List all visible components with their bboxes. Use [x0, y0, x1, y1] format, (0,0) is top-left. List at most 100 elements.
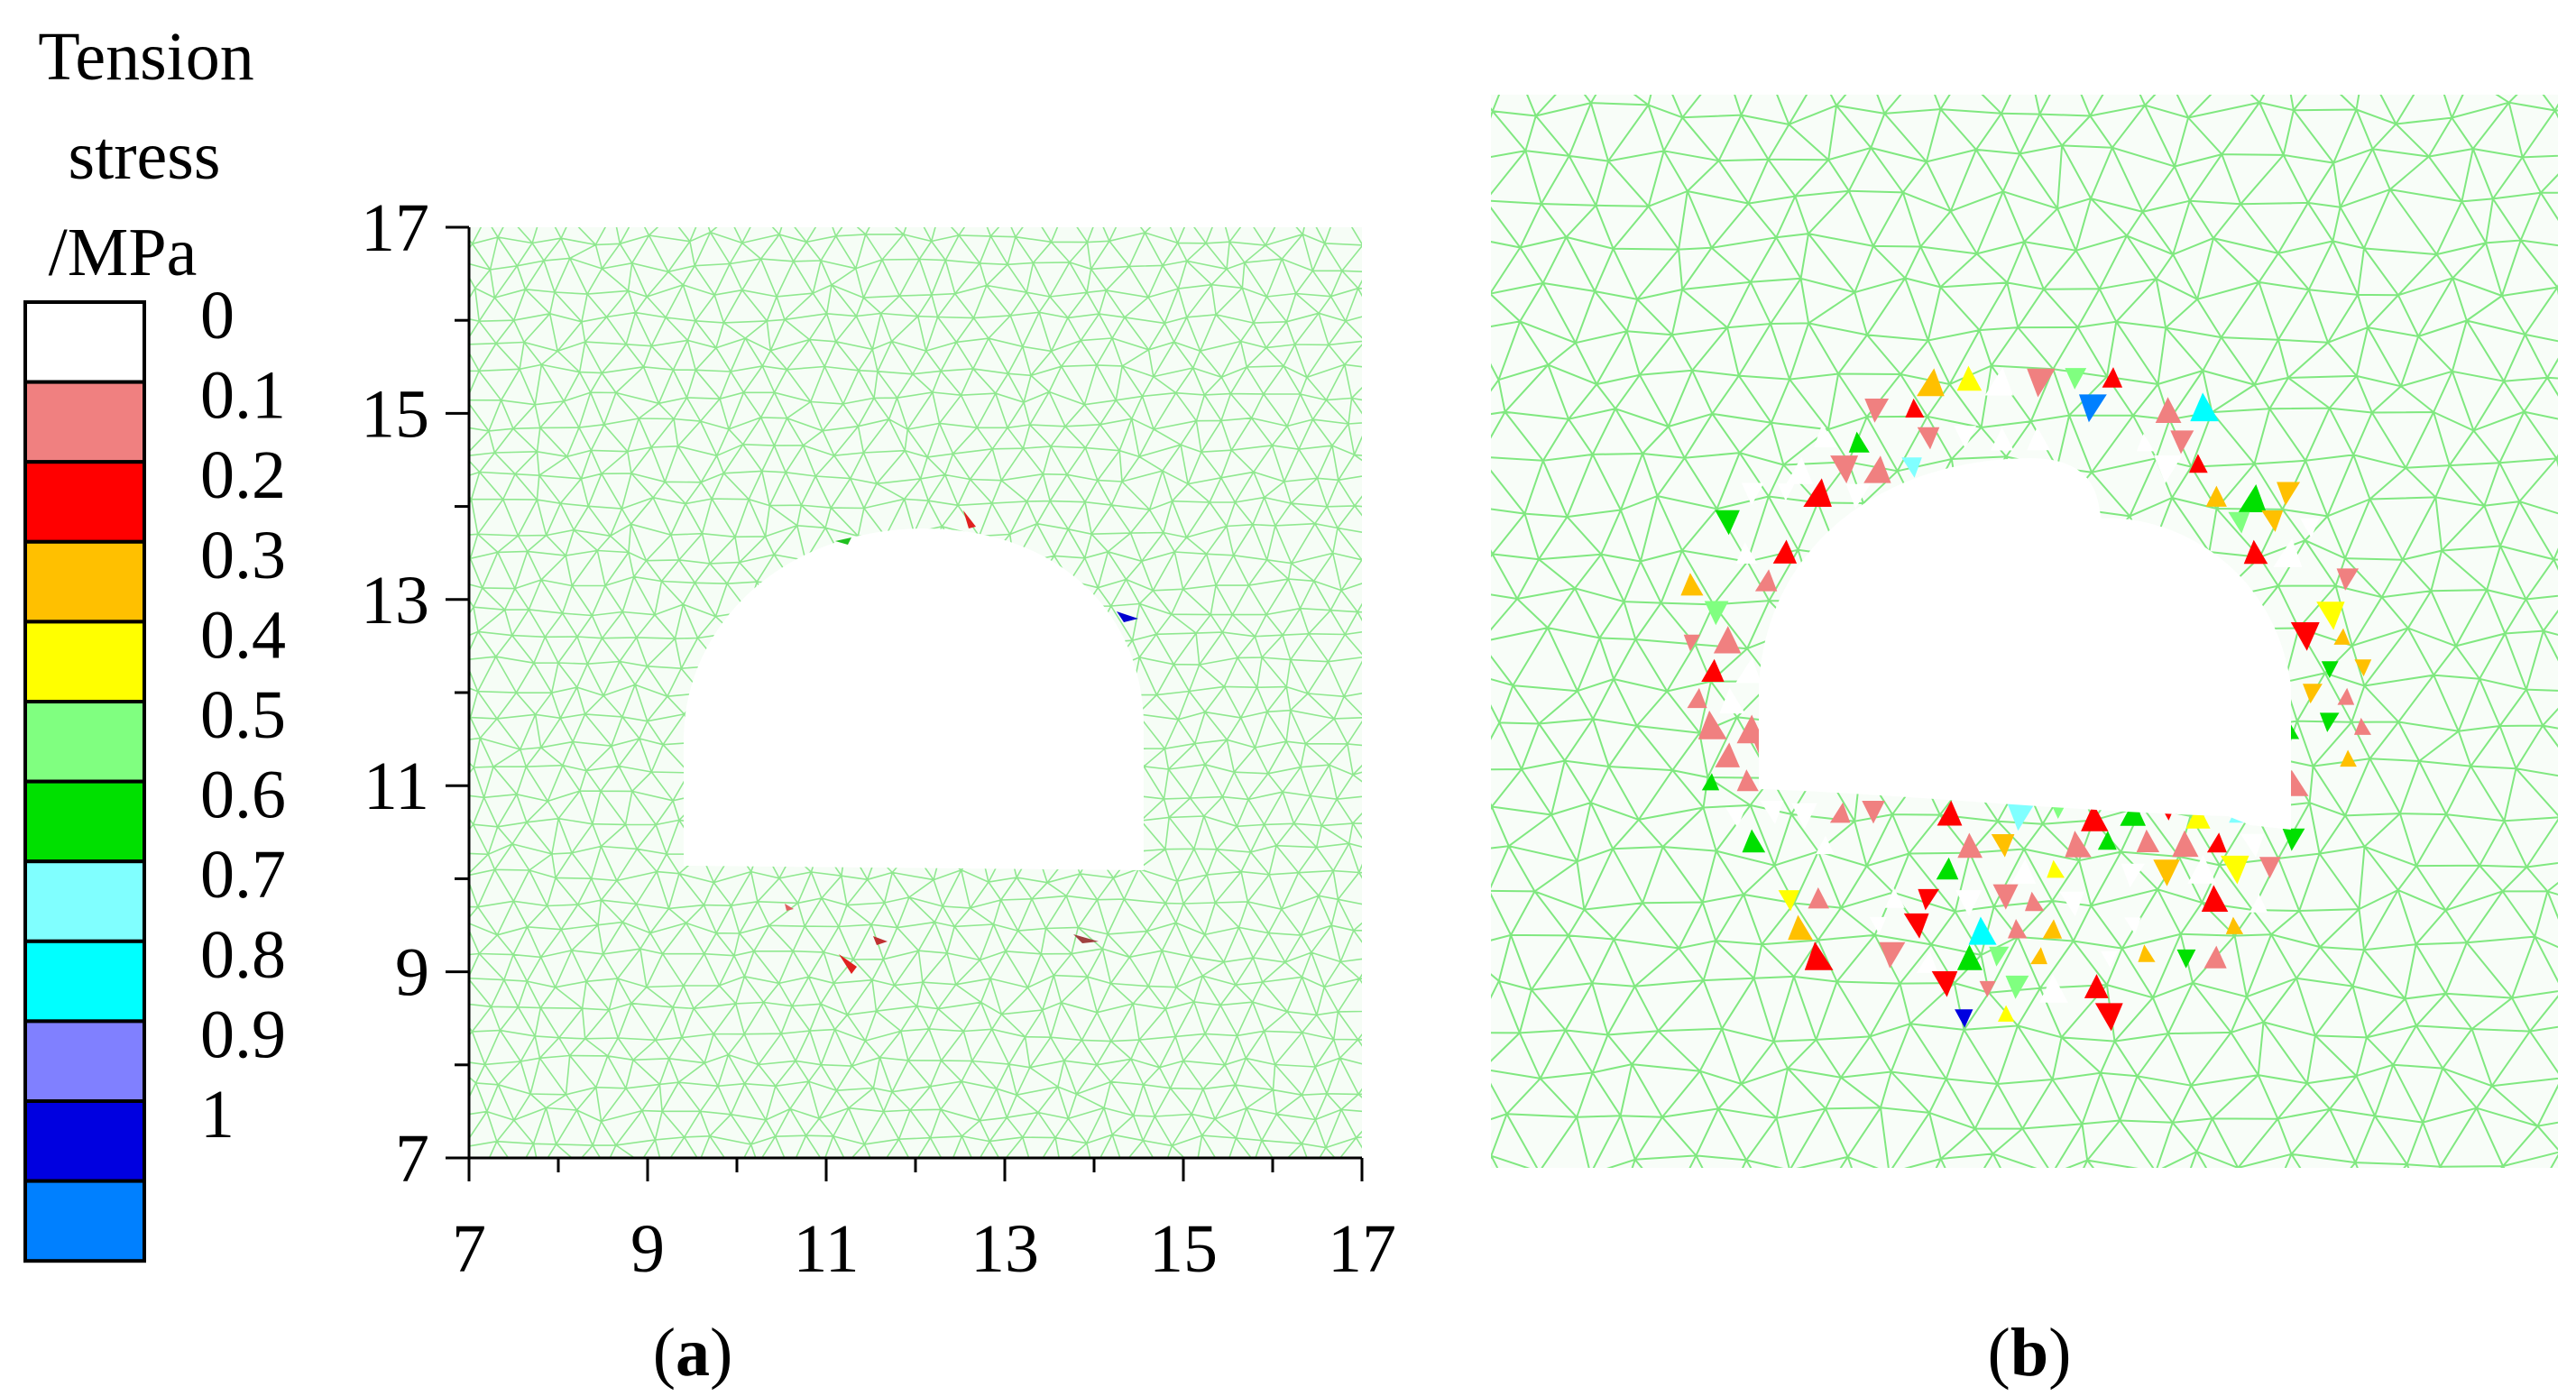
panel-a-y-tick-labels: 17 15 13 11 9 7 [361, 190, 429, 1197]
tension-element [1955, 890, 1983, 916]
tension-element [1869, 916, 1887, 934]
y-tick-label: 9 [395, 935, 429, 1011]
panel-a-x-tick-labels: 7 9 11 13 15 17 [452, 1211, 1396, 1287]
panel-a-tunnel-opening [684, 528, 1144, 870]
tension-element [1979, 980, 1996, 997]
tension-element [2170, 430, 2194, 455]
tension-element [963, 510, 976, 528]
legend-labels: 00.10.20.30.40.50.60.70.80.91 [200, 278, 286, 1153]
legend-label: 1 [200, 1077, 235, 1153]
panel-b-tension-elements [1680, 365, 2372, 1032]
tension-element [1956, 944, 1983, 970]
tension-element [1954, 426, 1977, 449]
tension-element [1936, 857, 1959, 880]
tension-element [1917, 427, 1940, 450]
legend-label: 0 [200, 278, 235, 354]
x-tick-label: 7 [452, 1211, 486, 1287]
tension-element [873, 936, 888, 945]
legend-label: 0.2 [200, 437, 286, 513]
tension-element [2101, 951, 2118, 969]
tension-element [1992, 884, 2019, 910]
tension-element [1931, 971, 1958, 997]
tension-element [2120, 800, 2146, 826]
legend-swatch [23, 1099, 146, 1183]
tension-element [2030, 947, 2047, 965]
tension-element [1984, 367, 2013, 396]
tension-element [2316, 602, 2345, 630]
panel-b-tunnel-opening [1759, 458, 2291, 830]
tension-element [1803, 478, 1832, 507]
tension-element [2042, 919, 2063, 939]
tension-element [2273, 538, 2303, 567]
tension-element [2201, 885, 2229, 912]
tension-element [1989, 946, 2010, 967]
tension-element [839, 954, 857, 974]
panel-b: (b) [1491, 95, 2558, 1391]
tension-element [2136, 433, 2155, 452]
tension-element [2340, 749, 2357, 767]
panel-a: 7 9 11 13 15 17 17 15 13 11 9 7 (a) [361, 190, 1396, 1391]
tension-element [2249, 894, 2268, 913]
tension-element [2005, 975, 2029, 999]
legend-swatch [23, 460, 146, 544]
tension-element [1736, 769, 1759, 792]
y-tick-label: 11 [363, 749, 429, 824]
legend-swatch [23, 700, 146, 784]
tension-element [1848, 431, 1870, 453]
tension-element [1918, 888, 1939, 911]
tension-element [1754, 569, 1778, 592]
tension-element [1683, 634, 1701, 652]
tension-element [785, 904, 794, 911]
tension-element [1864, 399, 1890, 423]
tension-element [2277, 482, 2301, 506]
legend-swatch [23, 1179, 146, 1263]
tension-element [1777, 483, 1795, 501]
tension-element [2025, 891, 2045, 912]
tension-element [2008, 919, 2028, 939]
tension-element [2354, 659, 2372, 677]
tension-element [1804, 941, 1834, 970]
tension-element [1808, 886, 1829, 909]
panel-b-caption: (b) [1988, 1315, 2072, 1391]
tension-element [2153, 859, 2180, 886]
panel-a-tension-elements [785, 510, 1138, 974]
tension-element [2007, 804, 2035, 831]
tension-element [1772, 539, 1798, 564]
tension-element [1697, 710, 1727, 739]
tension-element [2065, 368, 2087, 390]
tension-element [2176, 949, 2196, 969]
tension-element [2303, 684, 2323, 704]
tension-element [2290, 622, 2320, 651]
legend-swatch [23, 859, 146, 943]
tension-element [1760, 800, 1784, 824]
y-tick-label: 15 [361, 376, 429, 452]
tension-element [2047, 859, 2065, 878]
tension-element [2059, 891, 2084, 917]
tension-element [2172, 830, 2199, 858]
tension-element [2187, 855, 2217, 884]
legend-swatch [23, 300, 146, 384]
legend-swatch [23, 380, 146, 464]
tension-element [2138, 944, 2156, 962]
tension-element [2121, 863, 2145, 887]
tension-element [2225, 916, 2244, 934]
tension-element [1788, 914, 1813, 941]
y-tick-label: 17 [361, 190, 429, 266]
x-tick-label: 15 [1149, 1211, 1218, 1287]
legend-label: 0.4 [200, 597, 286, 673]
tension-element [2203, 945, 2227, 969]
tension-element [2027, 427, 2051, 451]
tension-element [2321, 661, 2339, 678]
tension-element [1704, 601, 1729, 626]
tension-element [2039, 974, 2068, 1003]
legend-swatch [23, 1019, 146, 1104]
tension-element [2282, 828, 2305, 851]
legend-label: 0.3 [200, 518, 286, 593]
tension-element [2205, 485, 2227, 507]
y-tick-label: 7 [395, 1121, 429, 1197]
tension-element [2300, 518, 2320, 538]
tension-element [2102, 367, 2123, 388]
legend-label: 0.5 [200, 677, 286, 753]
tension-element [1742, 829, 1766, 853]
